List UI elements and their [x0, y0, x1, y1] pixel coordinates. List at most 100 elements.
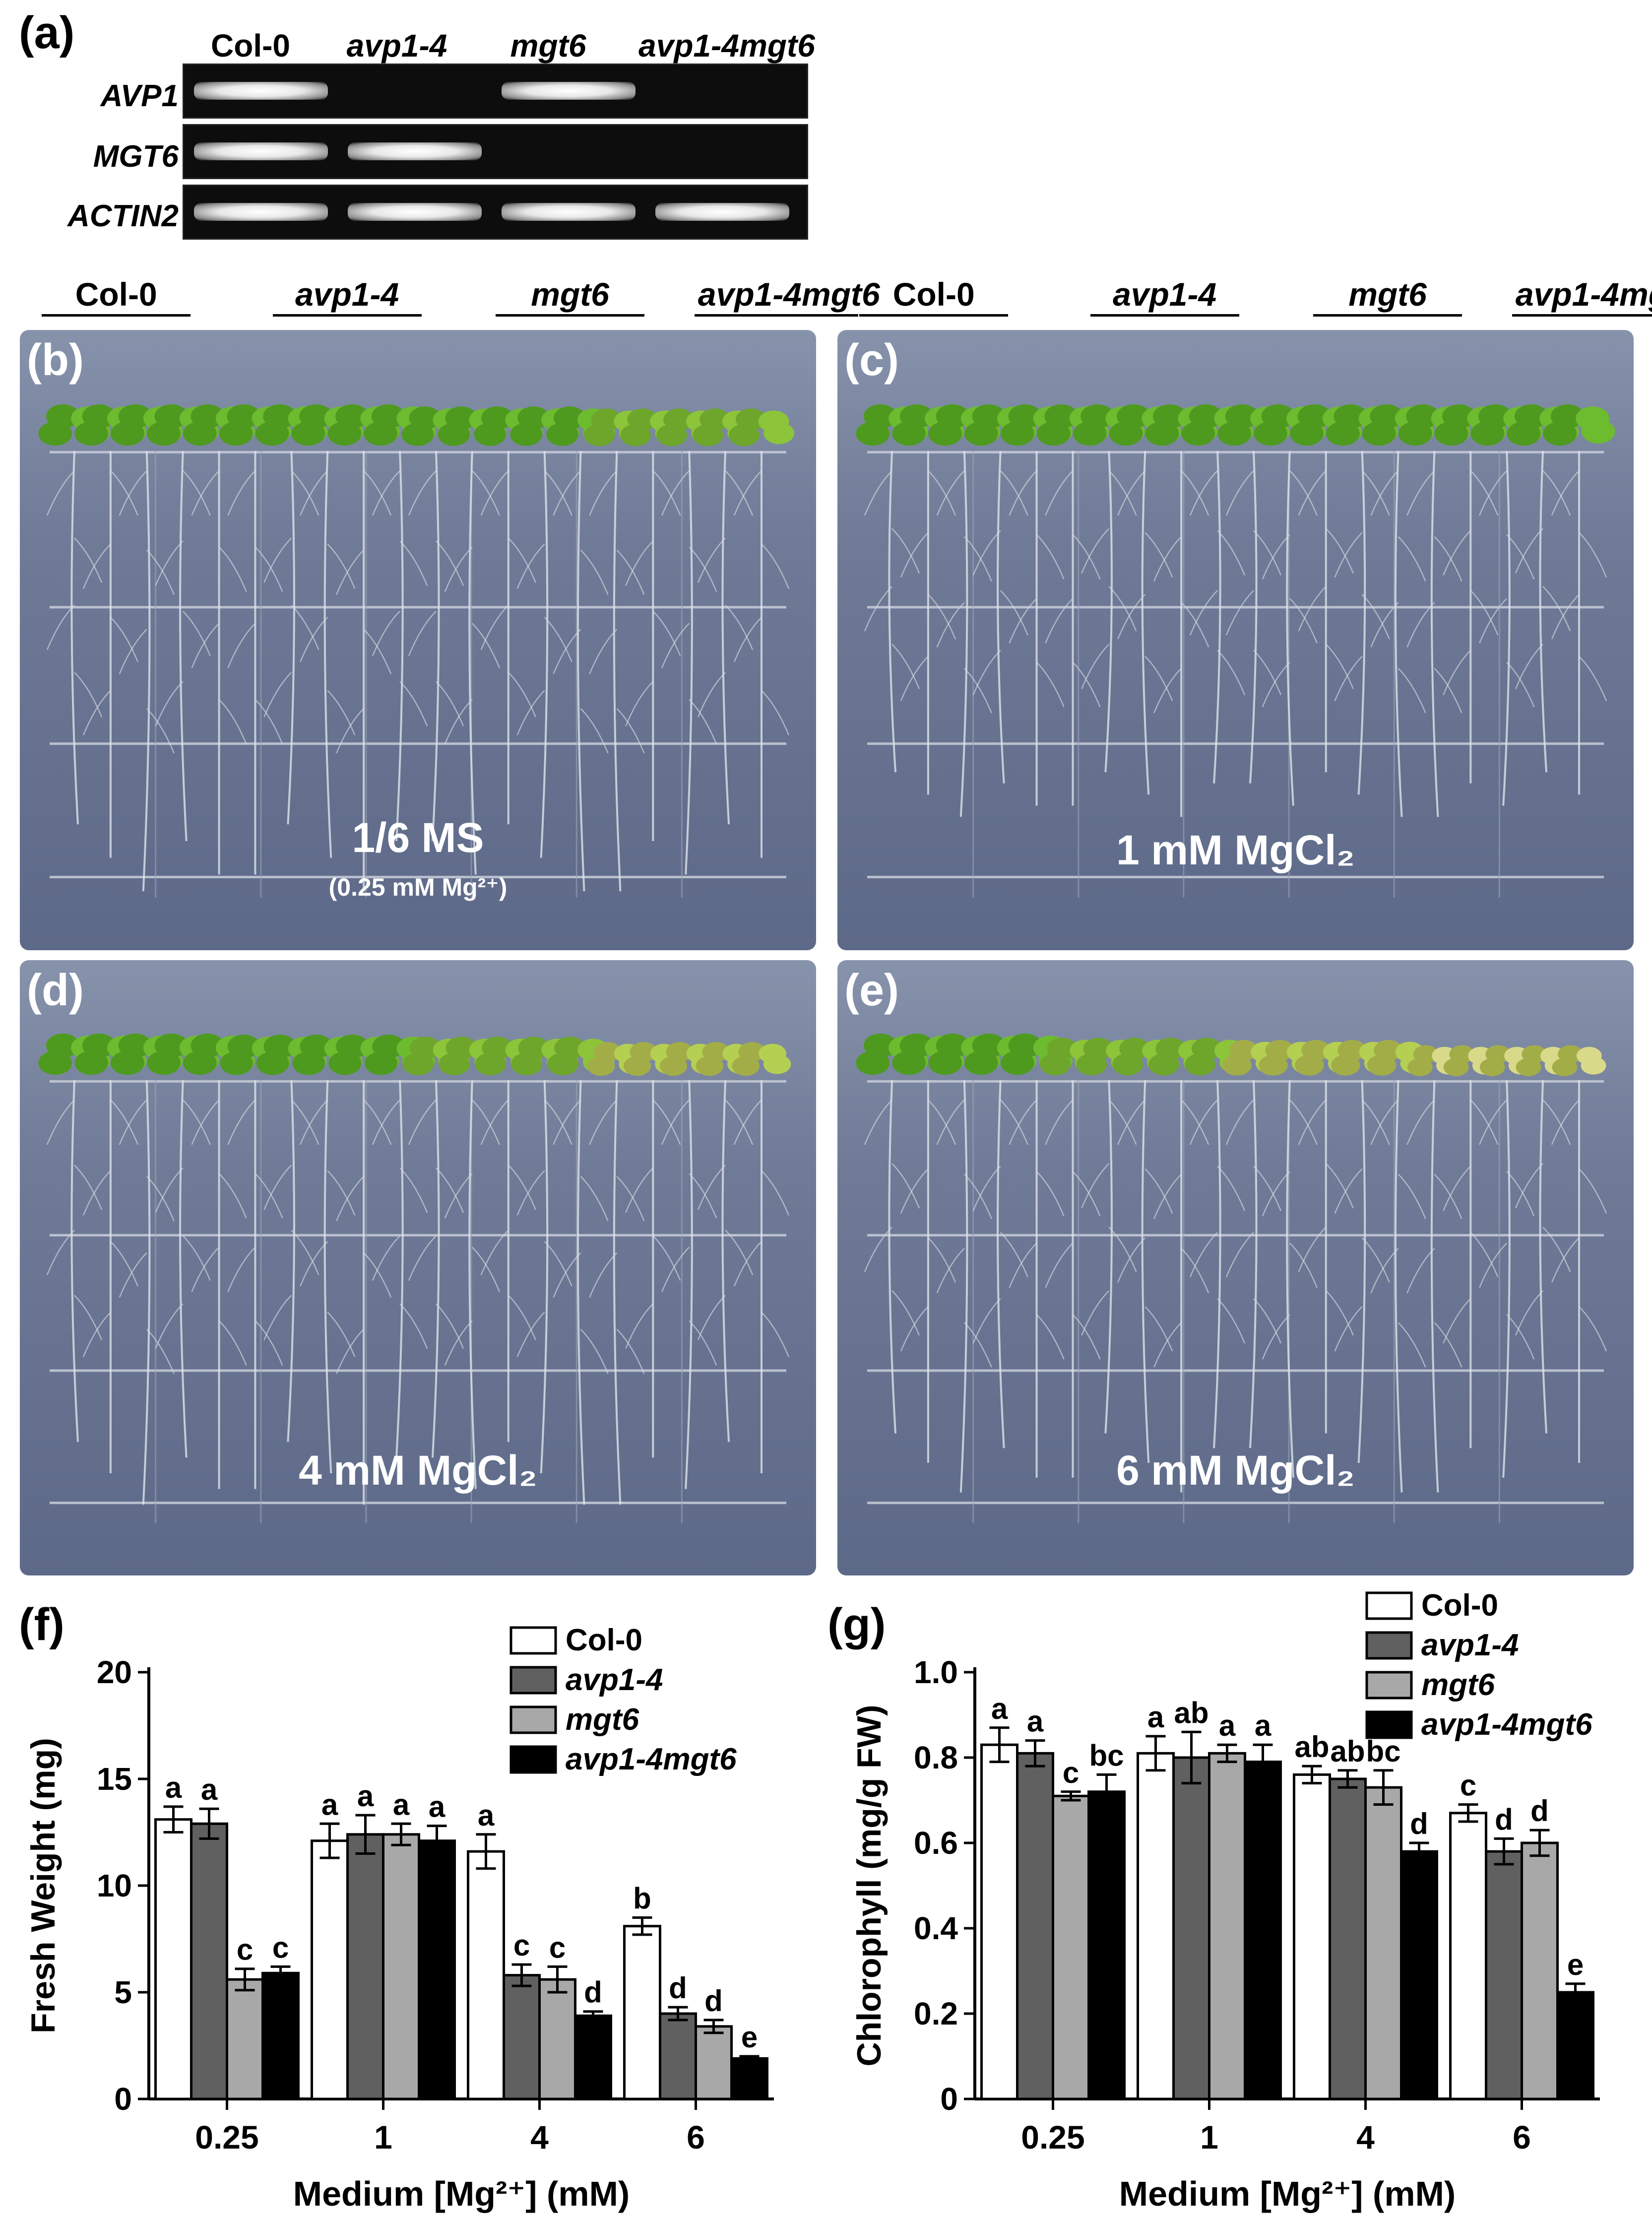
legend-label: mgt6 — [1421, 1668, 1495, 1702]
plate-grid-line — [470, 451, 472, 898]
seedling-leaf — [372, 1035, 405, 1058]
plate-grid-line — [867, 1080, 1604, 1083]
seedling-root — [997, 451, 1005, 784]
seedling-lateral-root — [218, 546, 247, 592]
seedling-root — [395, 1080, 404, 1458]
legend-label: avp1-4 — [566, 1663, 663, 1697]
seedling-lateral-root — [1398, 1322, 1426, 1368]
seedling-root — [1286, 1080, 1294, 1478]
seedling-lateral-root — [1325, 1290, 1354, 1336]
seedling-lateral-root — [761, 543, 790, 589]
seedling-leaf — [1155, 1038, 1186, 1060]
legend-label: Col-0 — [1421, 1588, 1498, 1623]
seedling-lateral-root — [146, 549, 175, 595]
significance-letter: c — [1460, 1769, 1476, 1802]
plate-grid-line — [867, 1502, 1604, 1504]
seedling-root — [179, 1080, 188, 1458]
plate-grid-line — [867, 1369, 1604, 1372]
seedling-lateral-root — [1108, 1099, 1137, 1145]
seedling-lateral-root — [1506, 1171, 1535, 1217]
seedling-lateral-root — [1189, 470, 1218, 516]
seedling-leaf — [1301, 1040, 1331, 1061]
seedling-lateral-root — [1542, 470, 1571, 516]
seedling-lateral-root — [589, 629, 618, 674]
legend-label: mgt6 — [566, 1702, 639, 1737]
seedling-leaf — [335, 404, 369, 429]
seedling-root — [1394, 1080, 1403, 1493]
seedling-lateral-root — [1036, 1171, 1065, 1217]
seedling-lateral-root — [146, 708, 175, 754]
gel-column-label: avp1-4 — [346, 28, 447, 64]
seedling-root — [1394, 451, 1403, 817]
seedling-lateral-root — [146, 1328, 175, 1374]
seedling-lateral-root — [1325, 528, 1354, 574]
seedling-lateral-root — [1045, 1099, 1074, 1145]
seedling-lateral-root — [1479, 1099, 1508, 1145]
seedling-lateral-root — [254, 699, 283, 745]
gel-band — [348, 142, 482, 160]
seedling-lateral-root — [900, 1168, 929, 1214]
seedling-lateral-root — [74, 1295, 103, 1341]
seedling-lateral-root — [1225, 1099, 1254, 1145]
y-tick-label: 0 — [114, 2081, 132, 2117]
bar — [980, 1743, 1018, 2100]
seedling-leaf — [1442, 404, 1476, 429]
seedling-root — [70, 451, 79, 825]
gel-column-label: Col-0 — [211, 28, 290, 64]
x-tick-label: 4 — [1356, 2119, 1375, 2156]
seedling-lateral-root — [1515, 1163, 1543, 1209]
genotype-underline — [1313, 314, 1462, 317]
plate-condition-label: 1 mM MgCl₂ — [1116, 827, 1355, 873]
seedling-leaf — [627, 408, 658, 431]
seedling-lateral-root — [589, 1252, 618, 1298]
seedling-lateral-root — [263, 1165, 292, 1210]
bar — [1485, 1850, 1523, 2100]
seedling-lateral-root — [661, 623, 690, 668]
x-tick-label: 0.25 — [195, 2119, 258, 2156]
seedling-lateral-root — [1515, 528, 1543, 574]
plate-drawing — [38, 1033, 791, 1523]
seedling-lateral-root — [191, 1099, 220, 1145]
seedling-lateral-root — [1506, 661, 1535, 708]
gel-row-label: ACTIN2 — [67, 199, 179, 233]
seedling-lateral-root — [625, 681, 654, 726]
seedling-lateral-root — [616, 549, 645, 595]
seedling-lateral-root — [336, 1176, 365, 1222]
seedling-root — [468, 1080, 477, 1489]
y-tick-label: 0.8 — [914, 1740, 958, 1775]
seedling-lateral-root — [544, 617, 572, 662]
seedling-leaf — [517, 406, 550, 430]
bar — [574, 2014, 612, 2100]
seedling-lateral-root — [227, 623, 256, 668]
seedling-leaf — [1008, 404, 1042, 429]
y-tick-label: 0.2 — [914, 1996, 958, 2031]
seedling-lateral-root — [864, 586, 892, 632]
seedling-lateral-root — [544, 1241, 572, 1287]
plate-grid-line — [155, 451, 157, 898]
seedling-lateral-root — [936, 1248, 965, 1294]
gel-column-label: mgt6 — [510, 28, 586, 64]
plate-grid-line — [1078, 1080, 1080, 1523]
seedling-root — [323, 451, 332, 858]
seedling-lateral-root — [372, 610, 400, 656]
plate-drawing — [856, 1033, 1607, 1523]
seedling-root — [613, 451, 622, 892]
significance-letter: a — [357, 1779, 374, 1813]
seedling-lateral-root — [191, 1246, 220, 1292]
bar — [659, 2012, 697, 2100]
seedling-lateral-root — [625, 1167, 654, 1213]
plate-grid-line — [1498, 1080, 1500, 1523]
genotype-header: mgt6 — [531, 276, 609, 313]
seedling-leaf — [1337, 1040, 1367, 1061]
significance-letter: ab — [1330, 1735, 1365, 1768]
y-tick-label: 5 — [114, 1974, 132, 2010]
seedling-lateral-root — [291, 470, 319, 516]
seedling-lateral-root — [480, 604, 509, 651]
seedling-lateral-root — [1181, 1248, 1209, 1294]
seedling-lateral-root — [1406, 1099, 1435, 1145]
genotype-underline — [695, 314, 859, 317]
seedling-root — [685, 451, 693, 875]
seedling-lateral-root — [589, 470, 618, 516]
genotype-header: mgt6 — [1348, 276, 1427, 313]
seedling-lateral-root — [689, 546, 717, 592]
